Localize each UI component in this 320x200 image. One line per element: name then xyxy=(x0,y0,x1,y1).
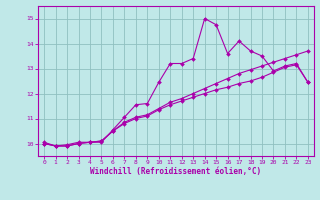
X-axis label: Windchill (Refroidissement éolien,°C): Windchill (Refroidissement éolien,°C) xyxy=(91,167,261,176)
